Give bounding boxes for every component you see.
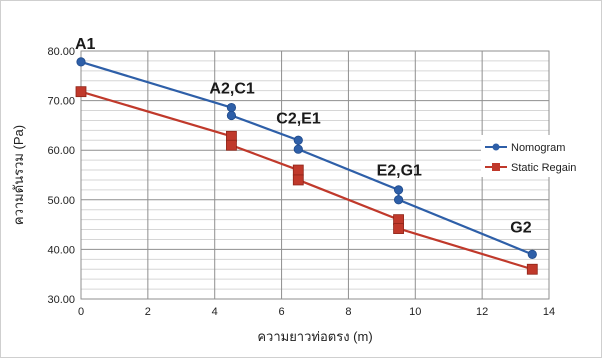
data-point bbox=[393, 223, 404, 234]
data-point bbox=[76, 57, 86, 67]
axes: 30.00 40.00 50.00 60.00 70.00 80.00 0 2 4 6 8 10 12 1… bbox=[47, 46, 555, 318]
y-tick-label: 30.00 bbox=[47, 294, 75, 306]
annotation-label: A1 bbox=[75, 36, 96, 53]
x-tick-label: 10 bbox=[409, 306, 421, 318]
data-point bbox=[393, 214, 404, 226]
data-point bbox=[393, 185, 404, 195]
annotations: A1 A2,C1 C2,E1 E2,G1 G2 bbox=[75, 36, 532, 237]
y-tick-label: 70.00 bbox=[47, 96, 75, 108]
annotation-label: C2,E1 bbox=[276, 110, 321, 127]
legend-entry: Static Regain bbox=[511, 162, 576, 174]
data-point bbox=[226, 139, 237, 151]
data-point bbox=[75, 86, 87, 98]
y-tick-label: 80.00 bbox=[47, 46, 75, 58]
x-tick-label: 8 bbox=[345, 306, 351, 318]
x-tick-label: 4 bbox=[212, 306, 218, 318]
grid bbox=[80, 50, 550, 300]
annotation-label: E2,G1 bbox=[377, 162, 422, 179]
legend-marker bbox=[492, 143, 500, 151]
y-axis-title: ความดันรวม (Pa) bbox=[11, 125, 26, 225]
plot-area bbox=[80, 50, 550, 300]
legend: Nomogram Static Regain bbox=[481, 135, 577, 177]
x-axis-title: ความยาวท่อตรง (m) bbox=[257, 329, 372, 344]
data-point bbox=[526, 263, 538, 275]
x-tick-label: 0 bbox=[78, 306, 84, 318]
annotation-label: A2,C1 bbox=[209, 81, 254, 98]
annotation-label: G2 bbox=[510, 220, 531, 237]
x-tick-label: 12 bbox=[476, 306, 488, 318]
x-tick-label: 6 bbox=[279, 306, 285, 318]
y-tick-label: 60.00 bbox=[47, 145, 75, 157]
y-tick-label: 40.00 bbox=[47, 244, 75, 256]
legend-marker bbox=[492, 163, 500, 171]
legend-entry: Nomogram bbox=[511, 142, 565, 154]
x-tick-label: 14 bbox=[543, 306, 555, 318]
data-point bbox=[226, 102, 237, 113]
data-point bbox=[292, 164, 304, 176]
data-point bbox=[527, 249, 537, 259]
data-point bbox=[226, 110, 237, 121]
y-tick-label: 50.00 bbox=[47, 195, 75, 207]
data-point bbox=[293, 144, 303, 154]
data-point bbox=[293, 135, 303, 145]
x-tick-label: 2 bbox=[145, 306, 151, 318]
data-point bbox=[292, 174, 304, 186]
series-group bbox=[75, 57, 538, 275]
data-point bbox=[393, 195, 404, 205]
data-point bbox=[226, 130, 237, 142]
